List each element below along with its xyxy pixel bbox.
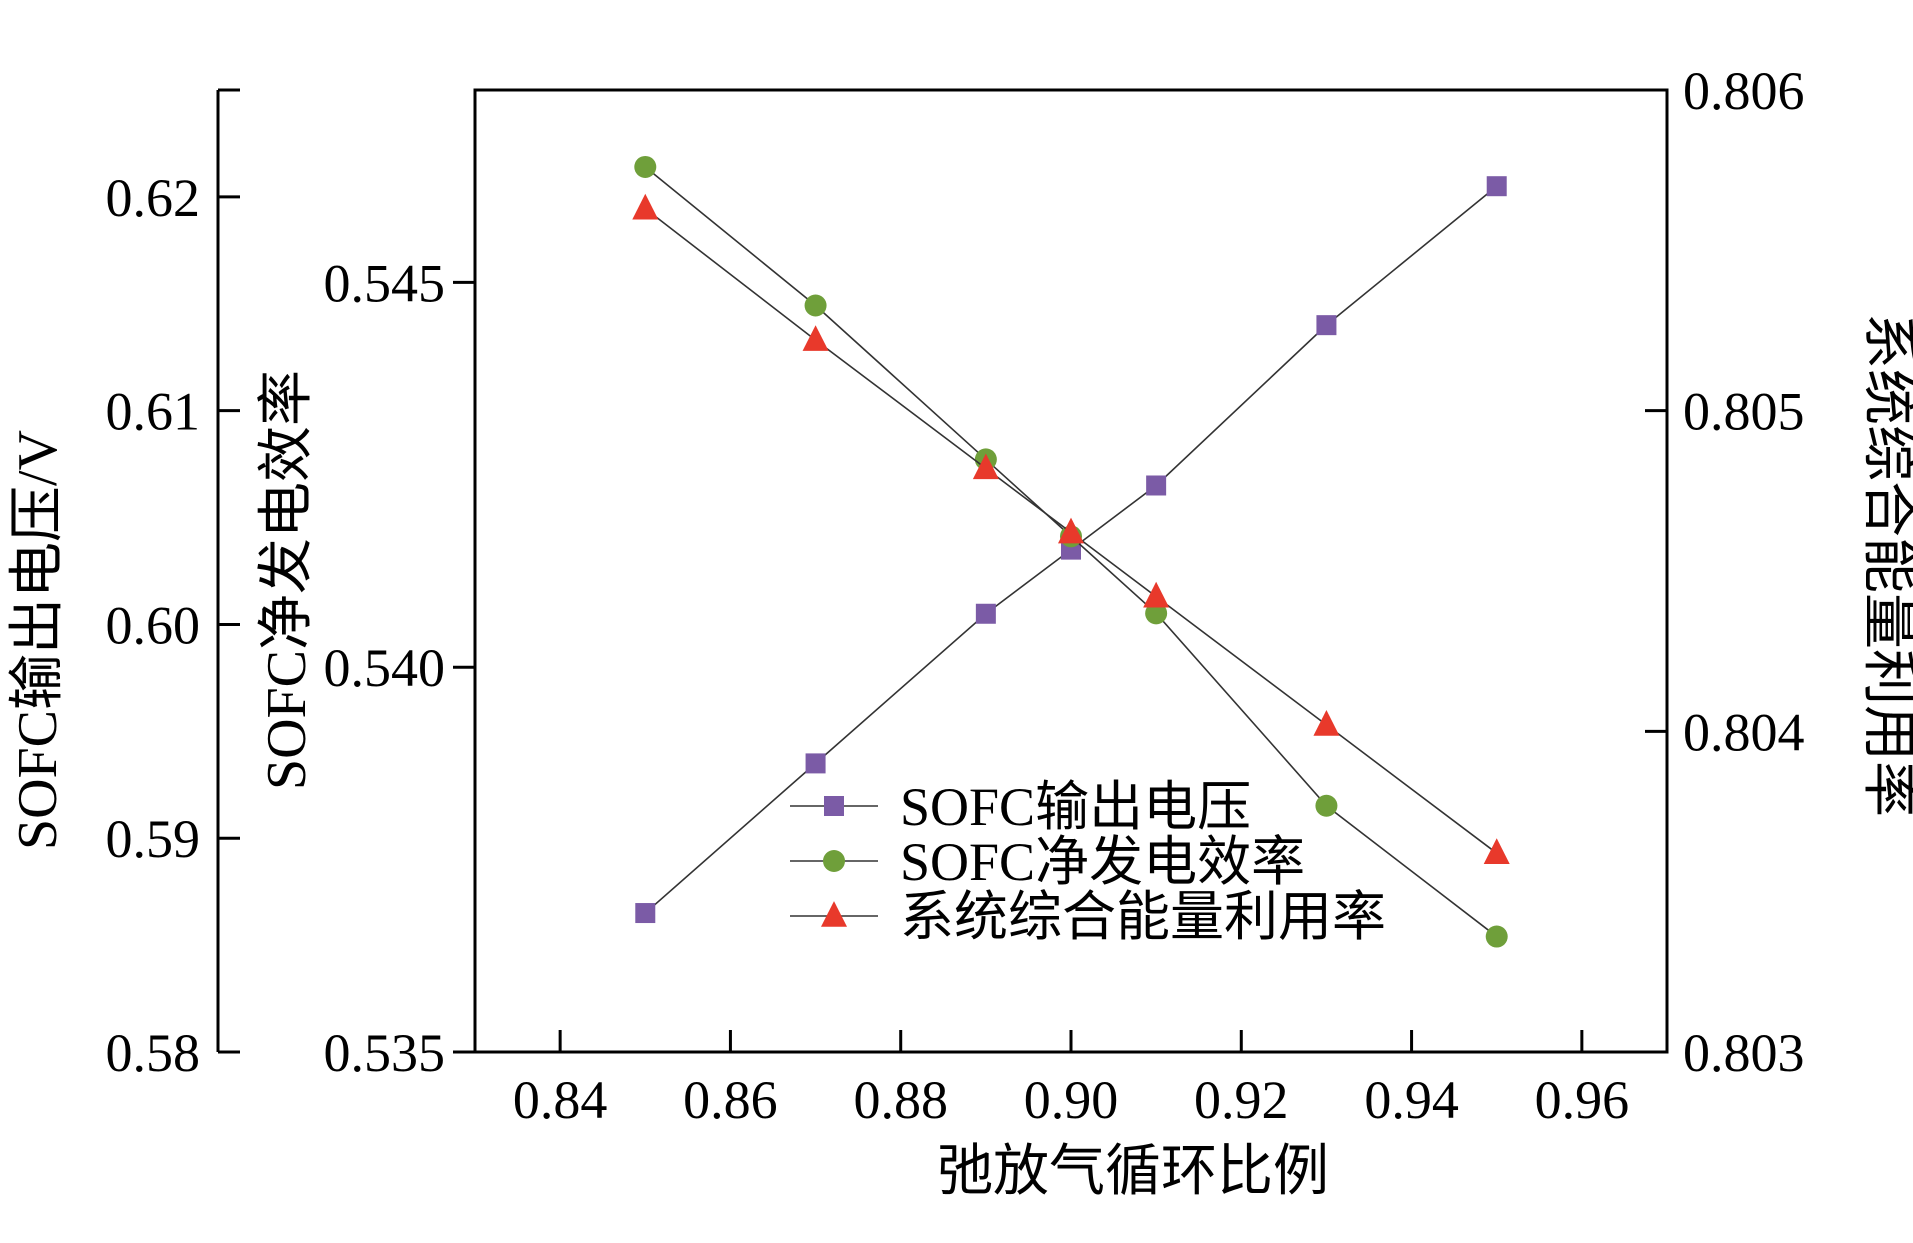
left-outer-tick-label: 0.60 (106, 595, 201, 655)
series-triangle (632, 193, 1510, 864)
left-inner-tick-label: 0.535 (324, 1023, 446, 1083)
data-point (1058, 517, 1084, 544)
data-point (635, 903, 656, 924)
left-outer-tick-label: 0.59 (106, 809, 201, 869)
right-axis-title: 系统综合能量利用率 (1857, 313, 1913, 817)
legend-label: SOFC净发电效率 (900, 832, 1305, 892)
data-point (1486, 176, 1507, 197)
data-point (1485, 925, 1508, 948)
right-tick-label: 0.803 (1683, 1023, 1805, 1083)
x-tick-label: 0.86 (683, 1070, 778, 1130)
data-point (1143, 581, 1170, 608)
x-tick-label: 0.90 (1024, 1070, 1119, 1130)
x-tick-label: 0.88 (853, 1070, 948, 1130)
data-point (634, 155, 657, 178)
data-point (972, 453, 999, 480)
data-point (1315, 794, 1338, 817)
x-axis-title: 弛放气循环比例 (937, 1141, 1329, 1203)
x-tick-label: 0.84 (513, 1070, 608, 1130)
right-tick-label: 0.805 (1683, 382, 1805, 442)
legend-label: 系统综合能量利用率 (900, 887, 1386, 947)
data-point (632, 193, 659, 220)
left-outer-axis-title: SOFC输出电压/V (7, 430, 69, 850)
data-point (804, 294, 827, 317)
left-inner-tick-label: 0.540 (324, 638, 446, 698)
data-point (805, 753, 826, 774)
legend-label: SOFC输出电压 (900, 777, 1251, 837)
data-point (1146, 475, 1167, 496)
right-tick-label: 0.806 (1683, 61, 1805, 121)
x-tick-label: 0.96 (1535, 1070, 1630, 1130)
data-point (802, 325, 829, 351)
x-tick-label: 0.94 (1364, 1070, 1459, 1130)
data-point (975, 603, 996, 624)
left-inner-axis-title: SOFC净发电效率 (256, 370, 318, 790)
legend-marker (824, 796, 844, 816)
left-outer-tick-label: 0.62 (106, 168, 201, 228)
left-outer-tick-label: 0.61 (106, 382, 201, 442)
legend-marker (821, 901, 847, 927)
series-layer (632, 155, 1510, 948)
data-point (1145, 602, 1168, 625)
data-point (1483, 838, 1510, 864)
x-tick-label: 0.92 (1194, 1070, 1289, 1130)
legend-marker (823, 850, 845, 872)
left-inner-tick-label: 0.545 (324, 253, 446, 313)
data-point (1316, 315, 1337, 336)
data-point (1313, 710, 1340, 736)
left-outer-tick-label: 0.58 (106, 1023, 201, 1083)
right-tick-label: 0.804 (1683, 702, 1805, 762)
axes-layer: 0.84 0.86 0.88 0.90 0.92 0.94 0.96 0.58 0.59 0.60… (106, 61, 1805, 1130)
